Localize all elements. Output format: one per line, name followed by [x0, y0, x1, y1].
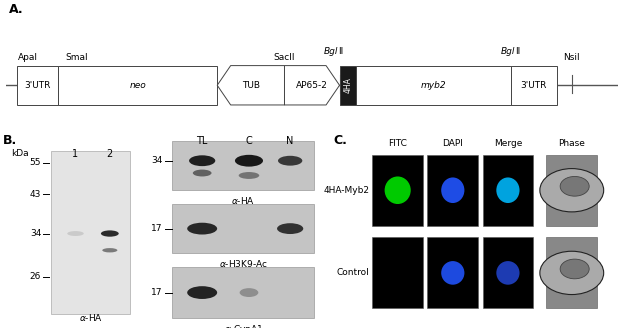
Bar	[172, 141, 314, 190]
Bar	[172, 267, 314, 318]
Text: TL: TL	[197, 136, 208, 146]
Text: AP65-2: AP65-2	[296, 81, 328, 90]
Bar	[427, 237, 478, 308]
Text: II: II	[338, 48, 343, 56]
Text: 4HA: 4HA	[343, 77, 353, 93]
Text: DAPI: DAPI	[442, 139, 463, 148]
Bar	[547, 237, 597, 308]
Bar	[17, 66, 58, 105]
Bar	[172, 204, 314, 253]
Ellipse shape	[235, 155, 263, 167]
Text: B.: B.	[2, 134, 17, 147]
Bar	[58, 66, 217, 105]
Ellipse shape	[101, 230, 119, 237]
Text: C.: C.	[334, 134, 348, 147]
Text: kDa: kDa	[11, 149, 29, 158]
Bar	[373, 237, 423, 308]
Text: Bgl: Bgl	[323, 48, 338, 56]
Text: neo: neo	[129, 81, 146, 90]
Text: 43: 43	[30, 190, 41, 199]
Bar	[482, 237, 534, 308]
Ellipse shape	[102, 248, 117, 253]
Circle shape	[560, 176, 589, 196]
Text: 17: 17	[152, 288, 163, 297]
Ellipse shape	[496, 177, 520, 203]
Text: 55: 55	[30, 158, 41, 167]
Text: C: C	[246, 136, 252, 146]
Text: Merge: Merge	[494, 139, 522, 148]
Text: TUB: TUB	[242, 81, 260, 90]
Text: 1: 1	[72, 149, 79, 159]
Text: 17: 17	[152, 224, 163, 233]
Text: 3'UTR: 3'UTR	[520, 81, 547, 90]
Text: $\alpha$-CypA1: $\alpha$-CypA1	[223, 323, 263, 328]
Ellipse shape	[441, 177, 464, 203]
Circle shape	[560, 259, 589, 279]
Bar	[547, 155, 597, 226]
Ellipse shape	[277, 223, 303, 234]
Text: $\alpha$-HA: $\alpha$-HA	[79, 312, 102, 323]
Text: 26: 26	[30, 272, 41, 281]
Ellipse shape	[187, 223, 217, 235]
Text: FITC: FITC	[388, 139, 407, 148]
Ellipse shape	[187, 286, 217, 299]
Text: A.: A.	[9, 3, 24, 16]
Ellipse shape	[193, 170, 212, 176]
Polygon shape	[285, 66, 339, 105]
Text: $\alpha$-HA: $\alpha$-HA	[232, 195, 255, 206]
Text: ApaI: ApaI	[17, 53, 37, 62]
Bar	[510, 66, 557, 105]
Text: II: II	[515, 48, 520, 56]
Bar	[482, 155, 534, 226]
Text: SacII: SacII	[274, 53, 295, 62]
Bar	[373, 155, 423, 226]
Text: 34: 34	[30, 229, 41, 238]
Text: 4HA-Myb2: 4HA-Myb2	[323, 186, 369, 195]
Bar	[356, 66, 510, 105]
Ellipse shape	[496, 261, 520, 285]
Text: $\alpha$-H3K9-Ac: $\alpha$-H3K9-Ac	[219, 258, 268, 269]
Circle shape	[540, 169, 603, 212]
Ellipse shape	[441, 261, 464, 285]
Bar	[427, 155, 478, 226]
Ellipse shape	[278, 156, 303, 166]
Circle shape	[540, 251, 603, 295]
Text: NsiI: NsiI	[563, 53, 580, 62]
Bar	[51, 151, 130, 314]
Text: 3'UTR: 3'UTR	[24, 81, 51, 90]
Text: SmaI: SmaI	[66, 53, 88, 62]
Text: Bgl: Bgl	[500, 48, 515, 56]
Text: 34: 34	[152, 156, 163, 165]
Ellipse shape	[238, 172, 260, 179]
Ellipse shape	[384, 176, 411, 204]
Text: Control: Control	[336, 268, 369, 277]
Polygon shape	[217, 66, 285, 105]
Text: myb2: myb2	[421, 81, 446, 90]
Text: N: N	[286, 136, 294, 146]
Ellipse shape	[240, 288, 258, 297]
Bar	[339, 66, 356, 105]
Text: Phase: Phase	[558, 139, 585, 148]
Ellipse shape	[67, 231, 84, 236]
Ellipse shape	[189, 155, 215, 166]
Text: 2: 2	[107, 149, 113, 159]
